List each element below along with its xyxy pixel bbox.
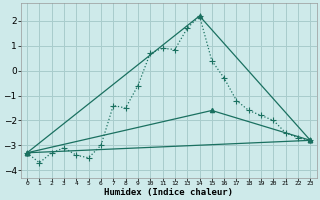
X-axis label: Humidex (Indice chaleur): Humidex (Indice chaleur) (104, 188, 233, 197)
